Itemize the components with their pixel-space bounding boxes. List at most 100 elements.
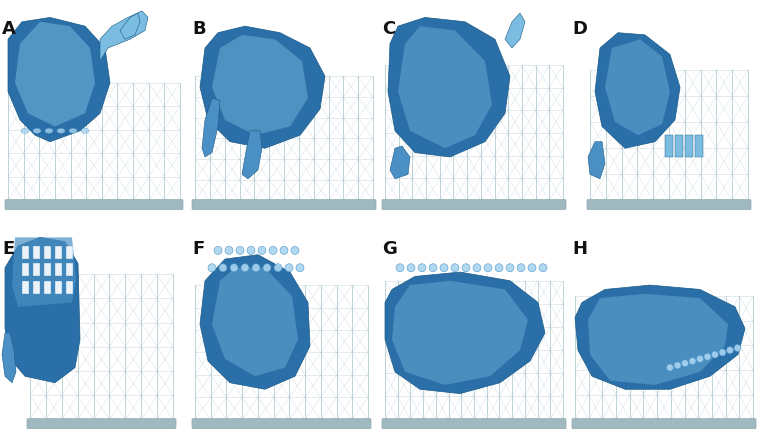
Polygon shape xyxy=(202,98,220,157)
FancyBboxPatch shape xyxy=(27,419,176,429)
Polygon shape xyxy=(212,268,298,376)
Circle shape xyxy=(236,246,244,254)
Circle shape xyxy=(230,264,238,272)
Circle shape xyxy=(429,264,437,272)
Circle shape xyxy=(689,357,696,364)
FancyBboxPatch shape xyxy=(192,200,376,210)
Circle shape xyxy=(258,246,266,254)
Polygon shape xyxy=(212,35,308,135)
Polygon shape xyxy=(388,17,510,157)
Polygon shape xyxy=(12,237,76,307)
Polygon shape xyxy=(588,142,605,179)
Bar xyxy=(55,281,62,294)
Circle shape xyxy=(726,347,734,354)
Bar xyxy=(33,246,40,259)
Bar xyxy=(570,0,758,218)
Circle shape xyxy=(214,246,222,254)
Polygon shape xyxy=(100,11,148,61)
Polygon shape xyxy=(2,333,16,383)
Circle shape xyxy=(252,264,260,272)
Text: H: H xyxy=(572,240,587,258)
Circle shape xyxy=(734,344,741,351)
Circle shape xyxy=(495,264,503,272)
Circle shape xyxy=(506,264,514,272)
Bar xyxy=(33,264,40,277)
Polygon shape xyxy=(575,285,745,389)
Bar xyxy=(0,220,188,437)
Circle shape xyxy=(296,264,304,272)
Text: G: G xyxy=(382,240,397,258)
Bar xyxy=(66,281,73,294)
Text: C: C xyxy=(382,20,395,38)
Bar xyxy=(22,264,29,277)
Ellipse shape xyxy=(81,128,89,133)
Text: A: A xyxy=(2,20,16,38)
Polygon shape xyxy=(685,135,693,157)
Polygon shape xyxy=(505,13,525,48)
Bar xyxy=(66,264,73,277)
Circle shape xyxy=(539,264,547,272)
Ellipse shape xyxy=(69,128,77,133)
Circle shape xyxy=(674,362,681,369)
FancyBboxPatch shape xyxy=(382,419,566,429)
Polygon shape xyxy=(390,146,410,179)
Text: E: E xyxy=(2,240,14,258)
Circle shape xyxy=(274,264,282,272)
Circle shape xyxy=(697,355,703,362)
Polygon shape xyxy=(398,26,492,148)
Text: D: D xyxy=(572,20,587,38)
Polygon shape xyxy=(200,26,325,148)
Polygon shape xyxy=(242,131,262,179)
Bar xyxy=(55,264,62,277)
Circle shape xyxy=(291,246,299,254)
Ellipse shape xyxy=(45,128,53,133)
Bar xyxy=(0,0,188,218)
Text: B: B xyxy=(192,20,205,38)
Ellipse shape xyxy=(21,128,29,133)
Bar xyxy=(22,281,29,294)
Polygon shape xyxy=(385,272,545,394)
Text: F: F xyxy=(192,240,204,258)
Bar xyxy=(66,246,73,259)
Bar xyxy=(55,246,62,259)
Polygon shape xyxy=(120,13,140,39)
Circle shape xyxy=(473,264,481,272)
Circle shape xyxy=(517,264,525,272)
Bar xyxy=(44,246,51,259)
Circle shape xyxy=(418,264,426,272)
Circle shape xyxy=(396,264,404,272)
Bar xyxy=(44,281,51,294)
Bar xyxy=(380,220,568,437)
Bar xyxy=(33,281,40,294)
Polygon shape xyxy=(8,17,110,142)
FancyBboxPatch shape xyxy=(192,419,371,429)
Circle shape xyxy=(666,364,674,371)
Polygon shape xyxy=(675,135,683,157)
Bar xyxy=(570,220,758,437)
Circle shape xyxy=(225,246,233,254)
Circle shape xyxy=(269,246,277,254)
Circle shape xyxy=(704,353,711,360)
Circle shape xyxy=(712,351,719,358)
Circle shape xyxy=(219,264,227,272)
FancyBboxPatch shape xyxy=(5,200,183,210)
Circle shape xyxy=(681,360,688,367)
Circle shape xyxy=(462,264,470,272)
Polygon shape xyxy=(588,294,728,385)
Bar xyxy=(380,0,568,218)
Ellipse shape xyxy=(33,128,41,133)
Circle shape xyxy=(719,349,726,356)
Ellipse shape xyxy=(57,128,65,133)
Polygon shape xyxy=(200,255,310,389)
Circle shape xyxy=(247,246,255,254)
Bar xyxy=(190,0,378,218)
Circle shape xyxy=(440,264,448,272)
Circle shape xyxy=(484,264,492,272)
Polygon shape xyxy=(15,22,95,126)
Polygon shape xyxy=(695,135,703,157)
FancyBboxPatch shape xyxy=(587,200,751,210)
Bar xyxy=(44,264,51,277)
Circle shape xyxy=(528,264,536,272)
Circle shape xyxy=(280,246,288,254)
Polygon shape xyxy=(392,281,528,385)
